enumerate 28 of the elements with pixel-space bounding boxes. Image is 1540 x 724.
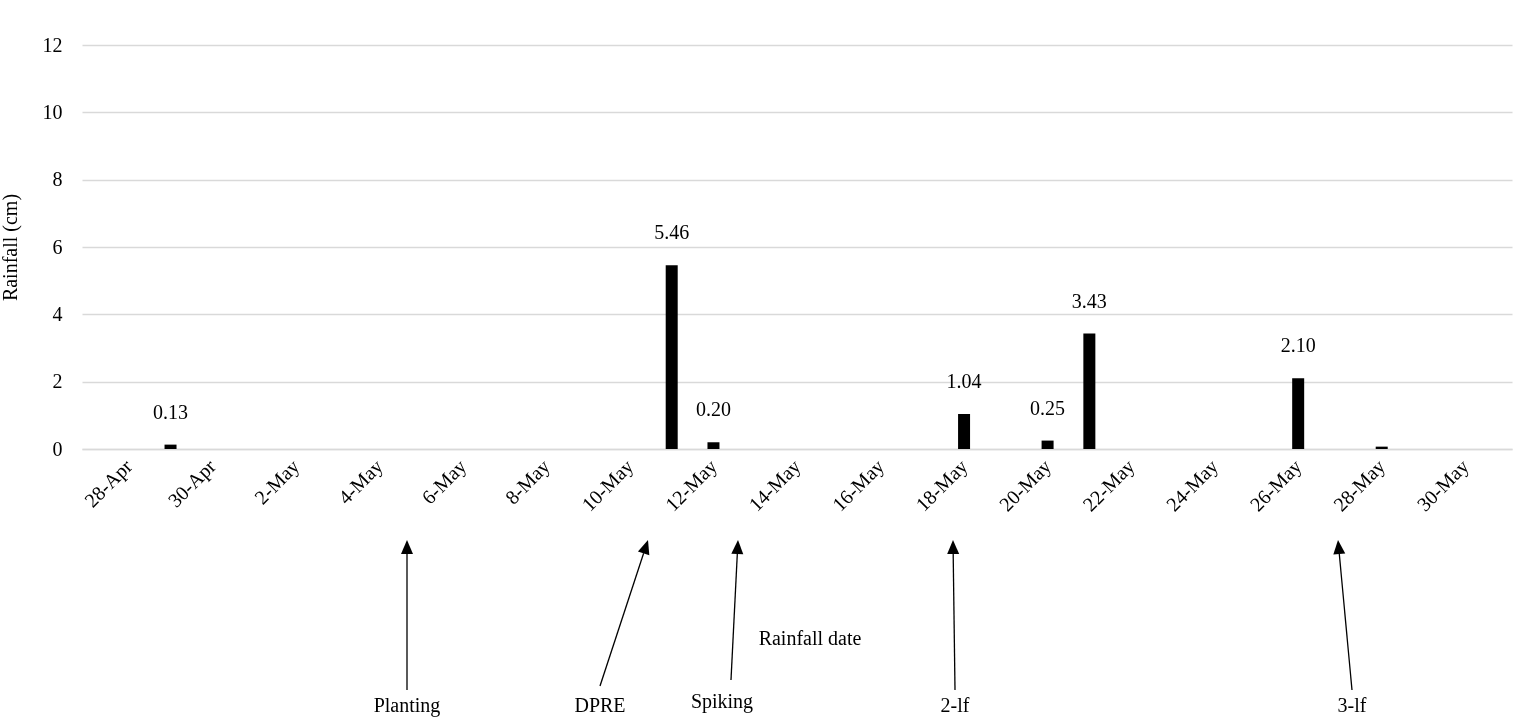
data-label: 0.25	[1030, 396, 1066, 419]
text: Spiking	[690, 690, 754, 713]
data-label: 5.46	[654, 221, 690, 244]
y-tick-label: 12	[42, 33, 63, 56]
data-label: 1.04	[946, 369, 982, 392]
bar	[1083, 333, 1096, 449]
bar	[707, 442, 720, 449]
y-tick-label: 4	[52, 302, 63, 325]
text: Planting	[373, 694, 441, 717]
y-tick-label: 6	[52, 235, 63, 258]
text: Rainfall date	[758, 627, 862, 649]
y-axis-title: Rainfall (cm)	[0, 193, 22, 302]
y-tick-label: 8	[52, 168, 63, 191]
bar	[1041, 440, 1054, 449]
y-tick-label: 2	[52, 370, 63, 393]
data-label: 0.20	[695, 398, 731, 421]
data-label: 3.43	[1071, 289, 1107, 312]
y-tick-label: 0	[52, 437, 63, 460]
bar	[164, 444, 177, 449]
bar	[665, 265, 678, 449]
bar	[1292, 378, 1305, 449]
text: 2-lf	[940, 694, 970, 716]
data-label: 2.10	[1280, 334, 1316, 357]
y-tick-label: 10	[42, 100, 63, 123]
bar	[958, 413, 971, 449]
text: 3-lf	[1337, 694, 1367, 716]
data-label: 0.13	[153, 400, 189, 423]
text: DPRE	[574, 694, 626, 716]
